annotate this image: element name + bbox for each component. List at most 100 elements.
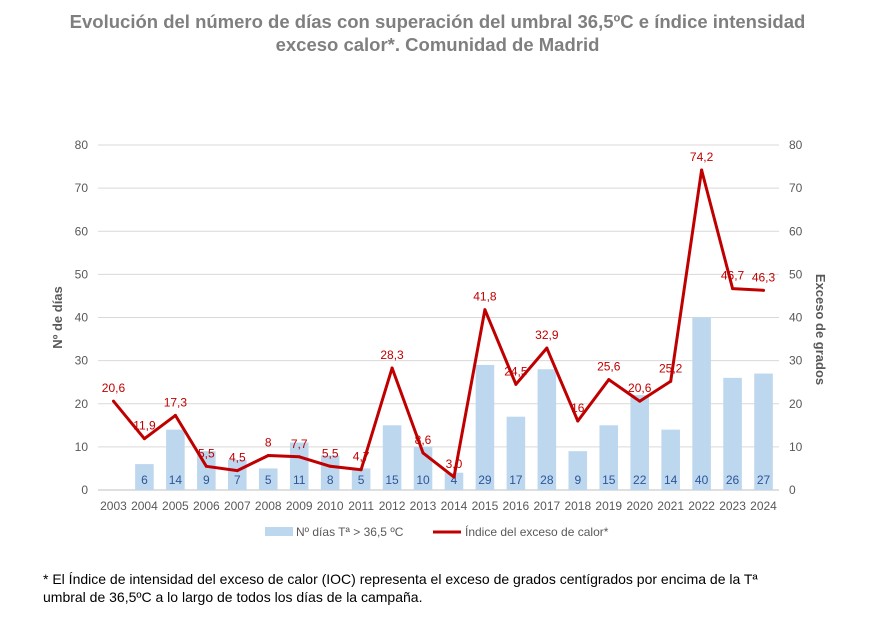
bar — [630, 395, 649, 490]
line-point — [452, 475, 456, 479]
x-tick-label: 2014 — [441, 499, 468, 513]
bar — [754, 373, 773, 490]
bar — [289, 442, 309, 490]
bar — [166, 429, 185, 490]
line-point — [173, 413, 177, 417]
legend-bar-swatch — [265, 527, 293, 536]
x-tick-label: 2020 — [626, 499, 653, 513]
x-tick-label: 2015 — [472, 499, 499, 513]
line-label: 28,3 — [380, 348, 404, 362]
y-tick-left: 20 — [75, 397, 89, 411]
bar-label: 28 — [540, 473, 554, 487]
line-point — [607, 378, 611, 382]
y-tick-right: 40 — [789, 311, 803, 325]
bar-label: 40 — [695, 473, 709, 487]
line-label: 17,3 — [164, 395, 188, 409]
bar-label: 5 — [358, 473, 365, 487]
footnote-line-2: umbral de 36,5ºC a lo largo de todos los… — [43, 589, 423, 605]
line-point — [328, 464, 332, 468]
y-tick-right: 70 — [789, 181, 803, 195]
line-point — [545, 346, 549, 350]
line-label: 5,5 — [322, 446, 339, 460]
bar — [661, 429, 680, 490]
x-tick-label: 2003 — [100, 499, 127, 513]
line-label: 8 — [265, 436, 272, 450]
line-point — [514, 382, 518, 386]
x-tick-label: 2013 — [410, 499, 437, 513]
line-label: 8,6 — [415, 433, 432, 447]
line-label: 25,2 — [659, 361, 683, 375]
bar — [692, 317, 711, 490]
x-tick-label: 2010 — [317, 499, 344, 513]
x-tick-label: 2011 — [348, 499, 374, 513]
line-point — [266, 454, 270, 457]
y-tick-right: 10 — [789, 440, 803, 454]
y-tick-left: 70 — [75, 181, 89, 195]
line-label: 7,7 — [291, 437, 308, 451]
x-tick-label: 2016 — [503, 499, 530, 513]
bar — [382, 425, 402, 490]
y-tick-right: 20 — [789, 397, 803, 411]
bar — [506, 416, 526, 490]
x-tick-label: 2018 — [564, 499, 591, 513]
y-tick-right: 60 — [789, 224, 803, 238]
line-label: 20,6 — [628, 381, 652, 395]
line-point — [638, 399, 642, 403]
x-tick-label: 2009 — [286, 499, 313, 513]
y-tick-right: 80 — [789, 138, 803, 152]
footnote: * El Índice de intensidad del exceso de … — [43, 570, 843, 606]
y-tick-right: 30 — [789, 354, 803, 368]
x-tick-label: 2023 — [719, 499, 746, 513]
line-point — [235, 469, 239, 473]
y-tick-left: 10 — [75, 440, 89, 454]
legend-line-label: Índice del exceso de calor* — [465, 524, 609, 539]
bar — [723, 377, 742, 490]
line-point — [483, 308, 487, 312]
y-tick-right: 0 — [789, 483, 796, 497]
line-label: 16 — [571, 401, 585, 415]
line-point — [142, 437, 146, 441]
line-label: 74,2 — [690, 150, 714, 164]
bar — [537, 369, 557, 490]
bar-label: 27 — [757, 473, 771, 487]
y-tick-left: 0 — [81, 483, 88, 497]
line-point — [762, 288, 766, 292]
line-point — [111, 399, 115, 403]
x-tick-label: 2008 — [255, 499, 282, 513]
y-tick-left: 40 — [75, 311, 89, 325]
bar-label: 7 — [234, 473, 241, 487]
bar-label: 22 — [633, 473, 647, 487]
chart-title-line-2: exceso calor*. Comunidad de Madrid — [275, 34, 600, 55]
line-label: 46,7 — [721, 269, 745, 283]
line-point — [204, 464, 208, 468]
bar-label: 29 — [478, 473, 492, 487]
y-tick-left: 30 — [75, 354, 89, 368]
bar — [599, 425, 619, 490]
line-label: 20,6 — [102, 381, 126, 395]
line-point — [700, 168, 704, 172]
bar-label: 26 — [726, 473, 740, 487]
bar-label: 15 — [602, 473, 616, 487]
y-tick-left: 80 — [75, 138, 89, 152]
bar-label: 14 — [169, 473, 183, 487]
bar — [444, 472, 464, 490]
x-tick-label: 2005 — [162, 499, 189, 513]
bar-label: 8 — [327, 473, 334, 487]
bar-label: 17 — [509, 473, 523, 487]
line-label: 25,6 — [597, 360, 621, 374]
x-tick-label: 2022 — [688, 499, 715, 513]
line-label: 5,5 — [198, 446, 215, 460]
line-point — [297, 455, 301, 459]
x-tick-label: 2021 — [657, 499, 684, 513]
bar — [135, 464, 154, 490]
x-tick-label: 2019 — [595, 499, 622, 513]
x-tick-label: 2004 — [131, 499, 158, 513]
bar — [475, 364, 495, 490]
line-label: 24,5 — [504, 364, 528, 378]
line-label: 11,9 — [133, 419, 156, 433]
bar-label: 9 — [203, 473, 210, 487]
line-label: 3,0 — [446, 457, 463, 471]
line-label: 46,3 — [752, 270, 776, 284]
x-tick-label: 2024 — [750, 499, 777, 513]
bar-label: 5 — [265, 473, 272, 487]
